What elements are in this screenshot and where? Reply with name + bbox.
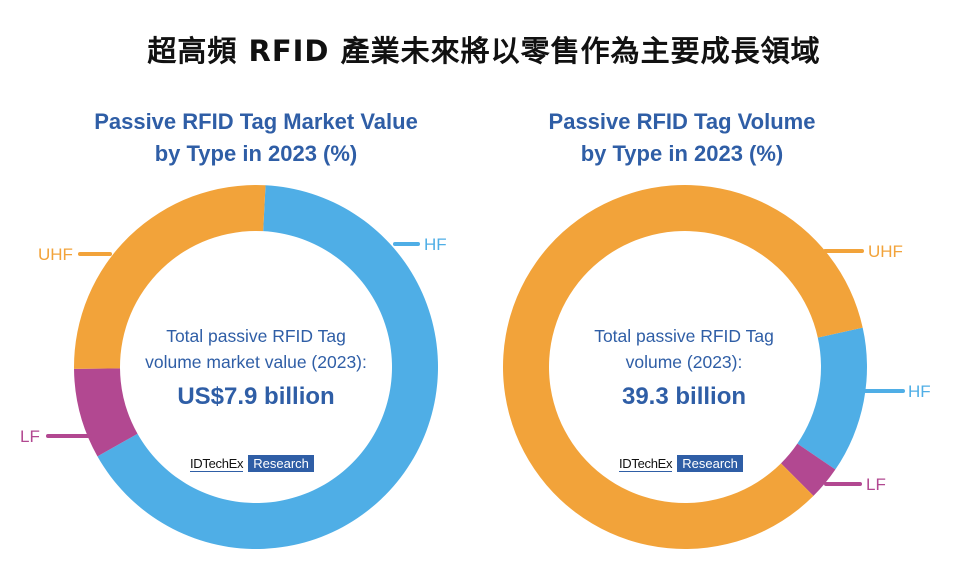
chart-title-line2: by Type in 2023 (%): [154, 141, 358, 166]
idtechex-logo: IDTechEx Research: [619, 455, 743, 472]
chart-title-volume: Passive RFID Tag Volume by Type in 2023 …: [472, 106, 892, 170]
center-desc-line2: volume (2023):: [625, 352, 743, 372]
idtechex-logo: IDTechEx Research: [190, 455, 314, 472]
slice-label-lf: LF: [20, 427, 40, 446]
slice-label-uhf: UHF: [868, 242, 903, 261]
slice-hf: [797, 327, 867, 470]
logo-tag: Research: [677, 455, 743, 472]
center-desc-line1: Total passive RFID Tag: [166, 326, 346, 346]
slice-lf: [780, 443, 836, 496]
page-title: 超高頻 RFID 產業未來將以零售作為主要成長領域: [147, 34, 821, 68]
center-value: 39.3 billion: [621, 383, 747, 410]
chart-title-market-value: Passive RFID Tag Market Value by Type in…: [46, 106, 466, 170]
slice-label-hf: HF: [908, 382, 931, 401]
slice-label-lf: LF: [866, 475, 886, 494]
center-text-volume: Total passive RFID Tag volume (2023): 39…: [554, 323, 814, 411]
slice-uhf: [74, 185, 266, 369]
center-desc-line2: volume market value (2023):: [145, 352, 367, 372]
logo-tag: Research: [248, 455, 314, 472]
logo-name: IDTechEx: [190, 455, 244, 472]
slice-label-hf: HF: [424, 235, 447, 254]
slice-label-uhf: UHF: [38, 245, 73, 264]
chart-title-line2: by Type in 2023 (%): [580, 141, 784, 166]
logo-name: IDTechEx: [619, 455, 673, 472]
center-desc-line1: Total passive RFID Tag: [594, 326, 774, 346]
chart-title-line1: Passive RFID Tag Volume: [548, 109, 816, 134]
center-value: US$7.9 billion: [177, 383, 335, 410]
chart-title-line1: Passive RFID Tag Market Value: [94, 109, 418, 134]
center-text-market-value: Total passive RFID Tag volume market val…: [126, 323, 386, 411]
